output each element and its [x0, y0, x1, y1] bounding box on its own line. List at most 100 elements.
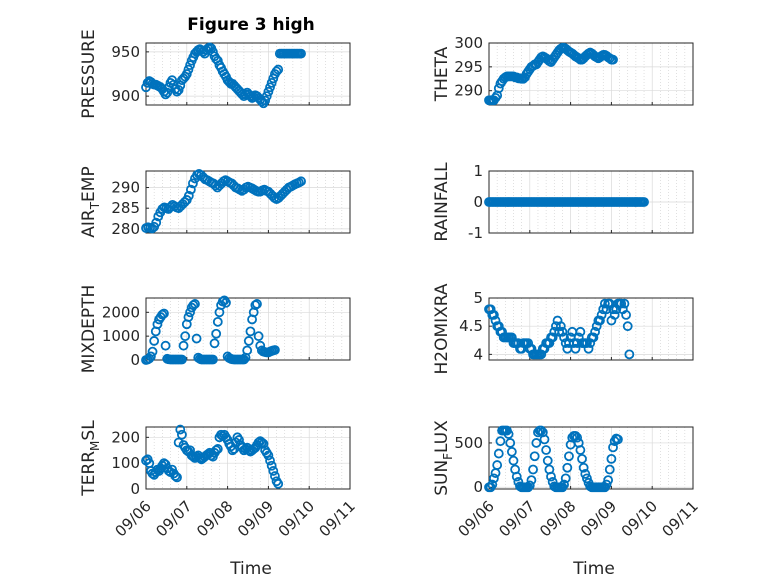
data-point [172, 472, 182, 483]
data-point [524, 480, 535, 491]
data-point [616, 298, 627, 309]
x-tick-label: 09/06 [455, 497, 498, 540]
y-tick-label: 100 [111, 454, 140, 472]
y-axis-label: AIRTEMP [79, 166, 102, 237]
data-point [541, 445, 552, 455]
data-point [531, 438, 542, 448]
y-axis-label: H2OMIXRA [432, 283, 452, 374]
data-point [526, 475, 537, 486]
x-tick-label: 09/11 [659, 497, 702, 540]
plot-border [145, 426, 351, 490]
data-point [216, 429, 226, 440]
data-point [575, 445, 586, 455]
x-tick-label: 09/08 [536, 497, 579, 540]
data-point [151, 217, 162, 228]
data-point [599, 298, 610, 309]
data-point [271, 66, 282, 77]
data-point [542, 455, 553, 466]
data-point [263, 86, 274, 97]
y-tick-label: 0 [130, 480, 140, 498]
x-tick-label: 09/06 [112, 497, 155, 540]
x-tick-label: 09/09 [577, 497, 620, 540]
plot-border [488, 297, 694, 361]
x-axis-label-right: Time [572, 559, 615, 579]
data-point [221, 297, 231, 308]
data-point [578, 462, 589, 473]
x-tick-label: 09/11 [316, 497, 359, 540]
subplot-7: 0 500SUNFLUX09/0609/0709/0809/0909/1009/1… [432, 420, 702, 541]
y-tick-label: 950 [111, 43, 140, 61]
y-axis-label: RAINFALL [432, 162, 452, 242]
data-point [253, 437, 264, 448]
plot-border [145, 170, 351, 234]
data-point [242, 345, 253, 356]
data-point [296, 176, 306, 187]
subplot-6: 0 100 200 TERRMSL 09/0609/0709/0809/0909/100… [79, 420, 359, 541]
x-axis-label-left: Time [229, 559, 272, 579]
data-point [266, 460, 277, 471]
data-point [503, 429, 514, 439]
data-point [493, 448, 504, 459]
data-point [181, 69, 192, 79]
y-axis-label: TERRMSL [79, 420, 102, 497]
data-point [273, 478, 284, 489]
data-point [613, 434, 623, 445]
y-tick-label: 1 [473, 162, 483, 180]
data-point [180, 331, 191, 342]
subplot-5: 4 4.5 5 H2OMIXRA [432, 283, 694, 375]
data-point [273, 64, 284, 75]
data-point [149, 336, 160, 346]
data-point [208, 354, 218, 365]
x-tick-label: 09/07 [495, 497, 538, 540]
data-point [245, 326, 256, 337]
data-point [580, 469, 591, 479]
data-point [511, 471, 522, 482]
data-point [162, 87, 173, 98]
y-tick-label: 4.5 [459, 317, 483, 335]
data-point [488, 310, 499, 320]
data-point [598, 304, 609, 315]
data-point [560, 473, 571, 484]
data-point [495, 436, 506, 447]
data-point [183, 312, 194, 322]
data-point [256, 437, 267, 448]
data-point [609, 310, 620, 320]
data-point [564, 451, 574, 462]
data-point [570, 343, 581, 354]
data-point [159, 308, 169, 319]
data-point [234, 435, 244, 445]
data-point [505, 438, 516, 448]
data-point [212, 444, 223, 454]
data-point [173, 437, 184, 448]
data-point [608, 54, 618, 65]
data-point [559, 332, 569, 343]
subplot-3: -1 0 1 RAINFALL [432, 162, 694, 242]
data-point [227, 445, 238, 456]
data-point [536, 425, 547, 436]
data-point [243, 336, 254, 346]
data-point [588, 332, 599, 343]
data-point [212, 316, 223, 327]
y-tick-label: 5 [473, 289, 483, 307]
y-tick-label: 1000 [102, 327, 140, 345]
data-point [529, 451, 540, 462]
data-point [575, 326, 586, 337]
data-point [209, 338, 220, 349]
data-point [572, 432, 583, 443]
data-point [183, 64, 194, 75]
data-point [604, 464, 615, 475]
data-point [265, 455, 275, 466]
data-point [487, 479, 498, 490]
data-point [268, 466, 279, 476]
data-point [170, 471, 181, 481]
data-point [266, 77, 277, 88]
data-point [177, 354, 187, 365]
y-tick-label: 285 [111, 199, 140, 217]
data-point [185, 60, 195, 71]
y-axis-label: SUNFLUX [432, 420, 455, 496]
data-point [606, 453, 617, 464]
data-point [562, 462, 573, 473]
data-point [188, 178, 198, 189]
data-point [160, 340, 171, 351]
